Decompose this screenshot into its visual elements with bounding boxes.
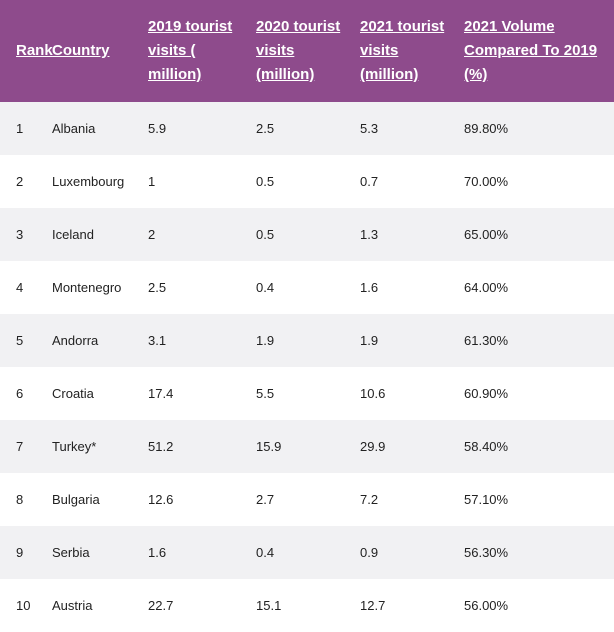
header-country[interactable]: Country — [52, 0, 148, 102]
visits-2021-cell: 0.9 — [360, 526, 464, 579]
header-rank[interactable]: Rank — [0, 0, 53, 102]
visits-2021-cell: 1.6 — [360, 261, 464, 314]
visits-2019-cell: 17.4 — [148, 367, 256, 420]
visits-2021-cell: 1.9 — [360, 314, 464, 367]
visits-2021-cell: 7.2 — [360, 473, 464, 526]
visits-2020-cell: 0.5 — [256, 208, 360, 261]
sort-link-country[interactable]: Country — [52, 42, 110, 59]
visits-2020-cell: 15.1 — [256, 579, 360, 632]
visits-2019-cell: 5.9 — [148, 102, 256, 155]
table-row: 8 Bulgaria 12.6 2.7 7.2 57.10% — [0, 473, 614, 526]
visits-2021-cell: 1.3 — [360, 208, 464, 261]
visits-2021-cell: 0.7 — [360, 155, 464, 208]
visits-2020-cell: 15.9 — [256, 420, 360, 473]
header-2020-visits[interactable]: 2020 tourist visits (million) — [256, 0, 360, 102]
rank-cell: 5 — [0, 314, 52, 367]
volume-compared-cell: 56.00% — [464, 579, 614, 632]
sort-link-rank[interactable]: Rank — [16, 42, 53, 59]
sort-link-2021-volume-compared[interactable]: 2021 Volume Compared To 2019 (%) — [464, 18, 598, 83]
sort-link-2019-visits[interactable]: 2019 tourist visits ( million) — [148, 18, 233, 83]
table-row: 9 Serbia 1.6 0.4 0.9 56.30% — [0, 526, 614, 579]
visits-2021-cell: 29.9 — [360, 420, 464, 473]
table-row: 1 Albania 5.9 2.5 5.3 89.80% — [0, 102, 614, 155]
table-row: 3 Iceland 2 0.5 1.3 65.00% — [0, 208, 614, 261]
volume-compared-cell: 58.40% — [464, 420, 614, 473]
volume-compared-cell: 89.80% — [464, 102, 614, 155]
table-header: Rank Country 2019 tourist visits ( milli… — [0, 0, 614, 102]
visits-2019-cell: 2 — [148, 208, 256, 261]
country-cell: Iceland — [52, 208, 148, 261]
volume-compared-cell: 61.30% — [464, 314, 614, 367]
visits-2019-cell: 22.7 — [148, 579, 256, 632]
rank-cell: 9 — [0, 526, 52, 579]
rank-cell: 4 — [0, 261, 52, 314]
header-2021-volume-compared[interactable]: 2021 Volume Compared To 2019 (%) — [464, 0, 614, 102]
visits-2020-cell: 0.4 — [256, 526, 360, 579]
country-cell: Albania — [52, 102, 148, 155]
visits-2021-cell: 12.7 — [360, 579, 464, 632]
header-2021-visits[interactable]: 2021 tourist visits (million) — [360, 0, 464, 102]
volume-compared-cell: 65.00% — [464, 208, 614, 261]
rank-cell: 2 — [0, 155, 52, 208]
sort-link-2020-visits[interactable]: 2020 tourist visits (million) — [256, 18, 341, 83]
visits-2020-cell: 2.7 — [256, 473, 360, 526]
visits-2021-cell: 5.3 — [360, 102, 464, 155]
visits-2020-cell: 1.9 — [256, 314, 360, 367]
volume-compared-cell: 64.00% — [464, 261, 614, 314]
country-cell: Serbia — [52, 526, 148, 579]
visits-2020-cell: 5.5 — [256, 367, 360, 420]
header-row: Rank Country 2019 tourist visits ( milli… — [0, 0, 614, 102]
rank-cell: 6 — [0, 367, 52, 420]
sort-link-2021-visits[interactable]: 2021 tourist visits (million) — [360, 18, 445, 83]
country-cell: Austria — [52, 579, 148, 632]
rank-cell: 8 — [0, 473, 52, 526]
country-cell: Croatia — [52, 367, 148, 420]
visits-2021-cell: 10.6 — [360, 367, 464, 420]
table-row: 5 Andorra 3.1 1.9 1.9 61.30% — [0, 314, 614, 367]
volume-compared-cell: 57.10% — [464, 473, 614, 526]
table-row: 7 Turkey* 51.2 15.9 29.9 58.40% — [0, 420, 614, 473]
visits-2019-cell: 1.6 — [148, 526, 256, 579]
visits-2019-cell: 12.6 — [148, 473, 256, 526]
table-row: 6 Croatia 17.4 5.5 10.6 60.90% — [0, 367, 614, 420]
volume-compared-cell: 60.90% — [464, 367, 614, 420]
country-cell: Montenegro — [52, 261, 148, 314]
visits-2020-cell: 0.5 — [256, 155, 360, 208]
table-row: 2 Luxembourg 1 0.5 0.7 70.00% — [0, 155, 614, 208]
rank-cell: 3 — [0, 208, 52, 261]
header-2019-visits[interactable]: 2019 tourist visits ( million) — [148, 0, 256, 102]
table-row: 4 Montenegro 2.5 0.4 1.6 64.00% — [0, 261, 614, 314]
visits-2019-cell: 51.2 — [148, 420, 256, 473]
volume-compared-cell: 70.00% — [464, 155, 614, 208]
country-cell: Turkey* — [52, 420, 148, 473]
country-cell: Bulgaria — [52, 473, 148, 526]
visits-2019-cell: 1 — [148, 155, 256, 208]
visits-2019-cell: 2.5 — [148, 261, 256, 314]
country-cell: Andorra — [52, 314, 148, 367]
visits-2020-cell: 0.4 — [256, 261, 360, 314]
rank-cell: 10 — [0, 579, 52, 632]
rank-cell: 7 — [0, 420, 52, 473]
table-row: 10 Austria 22.7 15.1 12.7 56.00% — [0, 579, 614, 632]
volume-compared-cell: 56.30% — [464, 526, 614, 579]
table-body: 1 Albania 5.9 2.5 5.3 89.80% 2 Luxembourg 1 0.5 0.… — [0, 102, 614, 632]
visits-2020-cell: 2.5 — [256, 102, 360, 155]
visits-2019-cell: 3.1 — [148, 314, 256, 367]
country-cell: Luxembourg — [52, 155, 148, 208]
rank-cell: 1 — [0, 102, 52, 155]
